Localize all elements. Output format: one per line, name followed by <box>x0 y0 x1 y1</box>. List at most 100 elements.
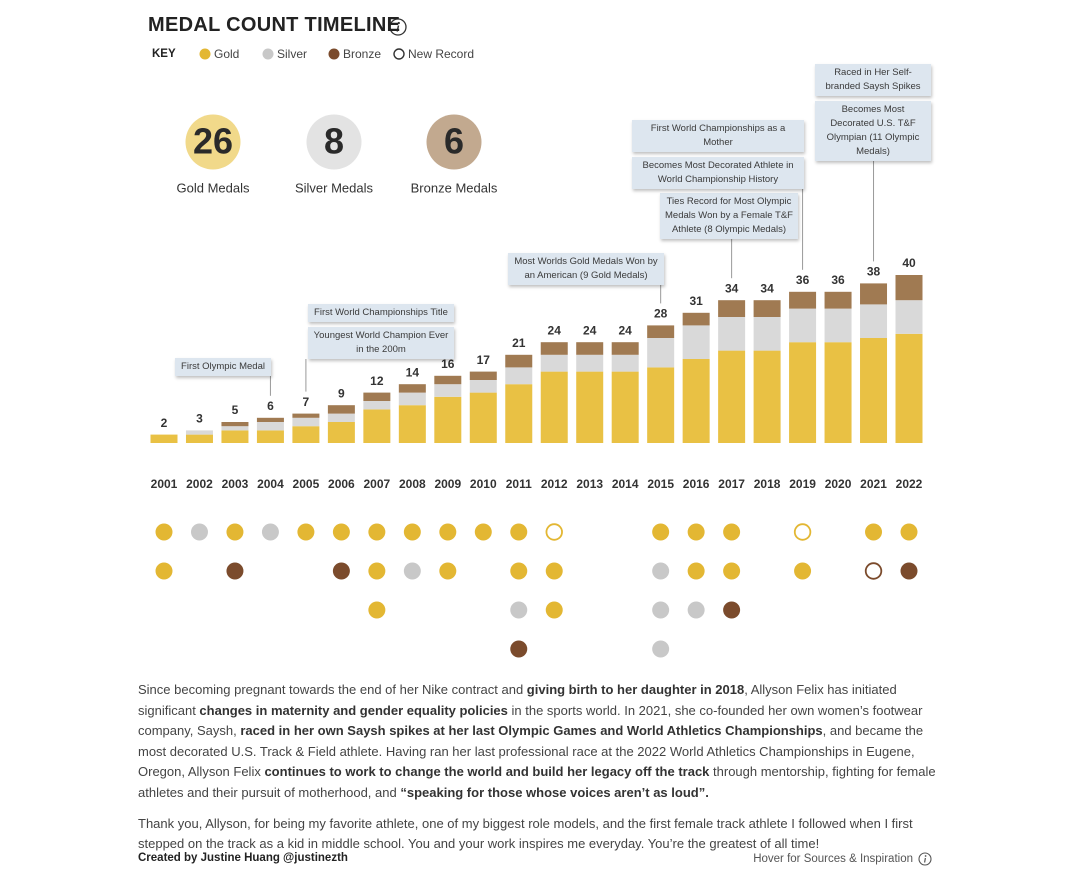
story-bold: continues to work to change the world an… <box>264 764 710 780</box>
bar-segment <box>221 430 249 443</box>
medal-dot <box>510 523 528 541</box>
bar-segment <box>540 354 568 372</box>
x-tick-label: 2017 <box>718 477 745 491</box>
bar-total: 7 <box>303 395 310 409</box>
medal-dot <box>687 523 705 541</box>
bar-segment <box>505 384 533 443</box>
annotation-box: Ties Record for Most Olympic Medals Won … <box>660 193 798 239</box>
medal-dot <box>332 562 350 580</box>
annotation-box: Youngest World Champion Ever in the 200m <box>308 327 454 359</box>
bar-segment <box>540 371 568 443</box>
summary-circle <box>426 114 482 170</box>
medal-dot <box>900 562 918 580</box>
medal-dot <box>652 562 670 580</box>
story-text: through mentorship, fighting for female … <box>138 764 936 800</box>
bar-segment <box>824 308 852 343</box>
x-tick-label: 2009 <box>434 477 461 491</box>
bar-segment <box>753 350 781 443</box>
x-tick-label: 2014 <box>612 477 639 491</box>
medal-dot <box>652 640 670 658</box>
story-bold: giving birth to her daughter in 2018 <box>526 682 745 697</box>
bar-segment <box>576 354 604 372</box>
record-dot <box>793 523 812 541</box>
summary-value: 26 <box>193 121 233 162</box>
story-text: Since becoming pregnant towards the end … <box>138 682 527 697</box>
x-tick-label: 2001 <box>151 477 178 491</box>
bar-segment <box>256 422 284 431</box>
medal-dot <box>439 562 457 580</box>
medal-dot <box>439 523 457 541</box>
bar-segment <box>611 342 639 355</box>
bar-segment <box>363 409 391 443</box>
sources-link[interactable]: Hover for Sources & Inspiration <box>753 852 932 866</box>
bar-total: 5 <box>232 403 239 417</box>
story-paragraph: Since becoming pregnant towards the end … <box>138 680 938 804</box>
bar-total: 14 <box>406 365 420 379</box>
sources-link-text[interactable]: Hover for Sources & Inspiration <box>753 853 913 865</box>
bar-segment <box>292 426 320 443</box>
bar-total: 9 <box>338 386 345 400</box>
bar-segment <box>682 312 710 326</box>
bar-segment <box>398 405 426 443</box>
bar-total: 12 <box>370 374 384 388</box>
key-item: Gold <box>214 47 239 61</box>
medal-dot <box>368 562 386 580</box>
bar-segment <box>718 317 746 351</box>
annotation-box: Most Worlds Gold Medals Won by an Americ… <box>508 253 664 285</box>
bar-segment <box>398 384 426 393</box>
annotation-box: First World Championships as a Mother <box>632 120 804 152</box>
bar-segment <box>327 413 355 422</box>
annotation-box: Raced in Her Self-branded Saysh Spikes <box>815 64 931 96</box>
bar-segment <box>860 338 888 443</box>
bar-total: 3 <box>196 412 203 426</box>
medal-dot <box>510 640 528 658</box>
key-item: New Record <box>408 47 474 61</box>
bar-segment <box>540 342 568 355</box>
bar-segment <box>789 291 817 309</box>
bar-segment <box>256 430 284 443</box>
medal-dot <box>297 523 315 541</box>
bar-segment <box>647 338 675 368</box>
story-bold: “speaking for those whose voices aren’t … <box>400 784 709 800</box>
x-tick-label: 2015 <box>647 477 674 491</box>
bar-segment <box>185 430 213 435</box>
bar-segment <box>221 426 249 431</box>
medal-dot <box>794 562 812 580</box>
annotation-box: Becomes Most Decorated Athlete in World … <box>632 157 804 189</box>
summary-circle <box>185 114 241 170</box>
annotation: First World Championships as a Mother Bec… <box>632 120 804 189</box>
medal-dot <box>368 523 386 541</box>
story-text: Thank you, Allyson, for being my favorit… <box>138 815 913 852</box>
bar-segment <box>860 304 888 338</box>
medal-dot <box>723 562 741 580</box>
x-tick-label: 2021 <box>860 477 887 491</box>
medal-dot <box>723 523 741 541</box>
story-text: , and became the most decorated U.S. Tra… <box>138 723 924 780</box>
story-bold: changes in maternity and gender equality… <box>199 702 508 718</box>
bar-segment <box>718 300 746 317</box>
key-item: Bronze <box>343 47 381 61</box>
info-icon[interactable] <box>918 852 932 866</box>
bar-segment <box>718 350 746 443</box>
bar-segment <box>256 417 284 422</box>
bar-segment <box>292 417 320 427</box>
medal-dot <box>332 523 350 541</box>
annotation: First Olympic Medal <box>175 358 271 376</box>
x-tick-label: 2002 <box>186 477 213 491</box>
key-swatch <box>262 48 274 60</box>
summary-value: 6 <box>444 121 464 162</box>
bar-segment <box>363 392 391 401</box>
x-tick-label: 2011 <box>506 477 532 491</box>
x-tick-label: 2019 <box>789 477 816 491</box>
bar-segment <box>505 367 533 385</box>
summary-label: Gold Medals <box>177 180 250 195</box>
bar-segment <box>647 367 675 443</box>
summary-label: Silver Medals <box>295 180 374 195</box>
x-tick-label: 2010 <box>470 477 497 491</box>
info-icon[interactable] <box>389 18 407 36</box>
bar-total: 24 <box>619 323 633 337</box>
x-tick-label: 2008 <box>399 477 426 491</box>
summary-label: Bronze Medals <box>411 180 498 195</box>
bar-segment <box>505 354 533 368</box>
medal-dot <box>403 562 421 580</box>
